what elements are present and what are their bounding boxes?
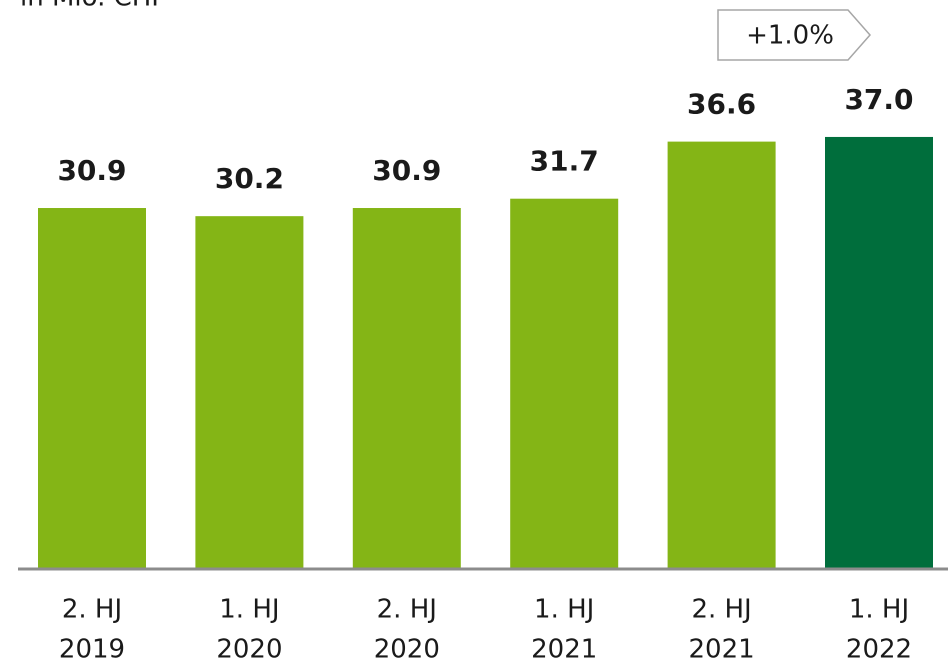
bar	[510, 198, 619, 568]
bar	[195, 216, 304, 569]
value-label: 30.2	[215, 162, 284, 195]
annotation: +1.0%	[746, 21, 834, 51]
x-tick-label: 2020	[374, 635, 440, 665]
x-tick-label: 2019	[59, 635, 125, 665]
annotation-box	[717, 9, 871, 61]
x-tick-label: 2. HJ	[377, 595, 437, 625]
subtitle: in Mio. CHF	[20, 0, 166, 13]
value-label: 36.6	[687, 88, 756, 121]
x-tick-label: 2022	[846, 635, 912, 665]
value-label: 31.7	[530, 145, 599, 178]
bar	[38, 208, 146, 568]
bar	[667, 141, 776, 569]
value-label: 30.9	[57, 154, 126, 187]
x-tick-label: 2021	[531, 635, 597, 665]
value-label: 37.0	[844, 83, 913, 116]
x-tick-label: 2. HJ	[691, 595, 751, 625]
bar	[825, 136, 933, 568]
x-tick-label: 1. HJ	[219, 595, 279, 625]
x-tick-label: 1. HJ	[534, 595, 594, 625]
bar	[352, 208, 461, 568]
x-tick-label: 2021	[689, 635, 755, 665]
x-tick-label: 1. HJ	[849, 595, 909, 625]
x-tick-label: 2020	[216, 635, 282, 665]
x-tick-label: 2. HJ	[62, 595, 122, 625]
value-label: 30.9	[372, 154, 441, 187]
